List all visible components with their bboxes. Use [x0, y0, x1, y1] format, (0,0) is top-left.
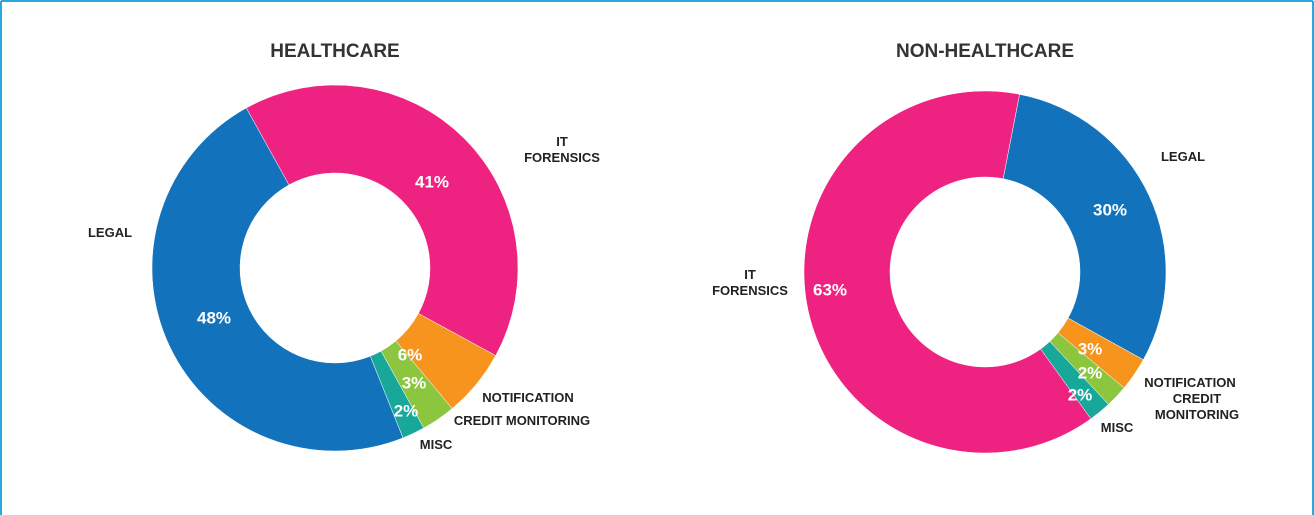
category-label: NOTIFICATION	[482, 389, 574, 405]
value-label: 2%	[393, 401, 419, 421]
value-label: 63%	[812, 280, 848, 300]
category-label: MISC	[419, 436, 453, 452]
category-label: MISC	[1100, 419, 1134, 435]
category-label: LEGAL	[87, 224, 133, 240]
category-label: CREDIT MONITORING	[1154, 390, 1240, 422]
value-label: 30%	[1092, 200, 1128, 220]
value-label: 2%	[1067, 385, 1093, 405]
category-label: IT FORENSICS	[524, 133, 600, 165]
value-label: 6%	[397, 345, 423, 365]
value-label: 48%	[196, 308, 232, 328]
category-label: NOTIFICATION	[1144, 374, 1236, 390]
value-label: 2%	[1077, 363, 1103, 383]
category-label: LEGAL	[1160, 148, 1206, 164]
value-label: 3%	[401, 373, 427, 393]
donut-slice	[151, 107, 404, 452]
value-label: 41%	[414, 172, 450, 192]
chart-title: HEALTHCARE	[270, 41, 400, 63]
donut-slice	[803, 90, 1092, 454]
donut-slice	[245, 84, 519, 356]
category-label: IT FORENSICS	[712, 266, 788, 298]
donut-slice	[1002, 94, 1167, 361]
value-label: 3%	[1077, 339, 1103, 359]
category-label: CREDIT MONITORING	[453, 412, 591, 428]
chart-title: NON-HEALTHCARE	[895, 41, 1075, 63]
